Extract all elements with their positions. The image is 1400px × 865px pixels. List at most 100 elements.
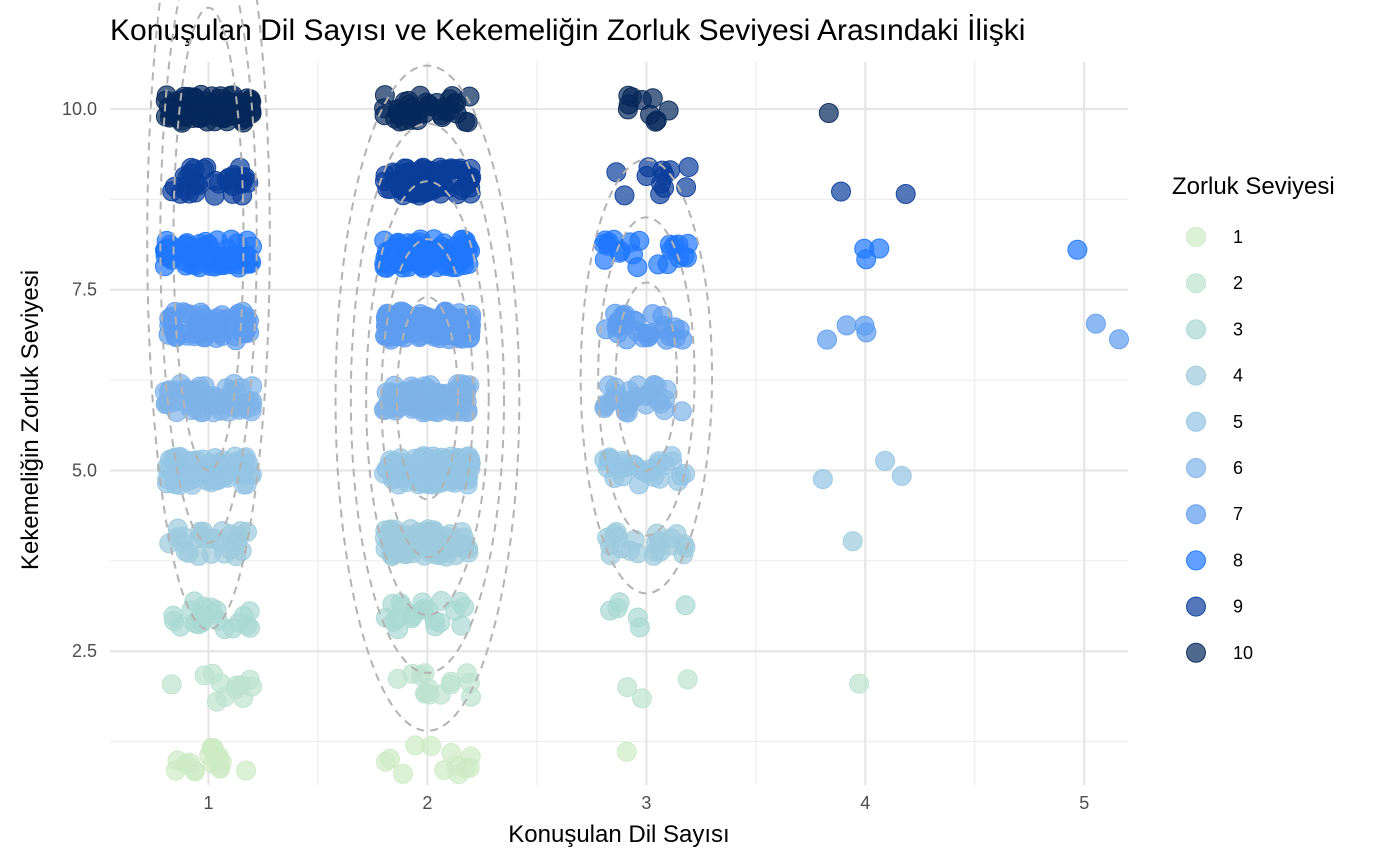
data-point (608, 458, 629, 478)
x-axis-ticks: 1 2 3 4 5 (204, 793, 1090, 813)
data-point (221, 229, 242, 250)
density-contour (579, 158, 714, 595)
data-point (660, 160, 681, 181)
data-point (614, 185, 635, 206)
data-point (836, 315, 857, 336)
data-point (638, 157, 659, 178)
y-tick-label: 5.0 (72, 460, 97, 480)
density-contour (334, 64, 521, 732)
data-point (439, 329, 459, 350)
density-contours (146, 0, 714, 732)
data-point (677, 669, 698, 690)
data-point (1085, 313, 1106, 334)
data-point (678, 157, 699, 178)
data-points (154, 84, 1129, 784)
data-point (627, 257, 648, 278)
legend: Zorluk Seviyesi 1 2 3 4 5 6 7 8 9 10 (1172, 173, 1335, 663)
data-point (222, 318, 243, 339)
data-point (190, 380, 211, 401)
data-point (184, 159, 205, 179)
legend-label: 4 (1233, 366, 1243, 386)
data-point (206, 691, 227, 712)
data-point (842, 531, 863, 552)
legend-title: Zorluk Seviyesi (1172, 173, 1335, 200)
data-point (441, 159, 462, 180)
data-point (207, 610, 228, 631)
legend-label: 9 (1233, 597, 1243, 617)
data-point (596, 394, 617, 415)
x-tick-label: 3 (641, 793, 651, 813)
legend-label: 2 (1233, 273, 1243, 293)
y-axis-title: Kekemeliğin Zorluk Seviyesi (17, 270, 44, 570)
legend-label: 3 (1233, 319, 1243, 339)
data-point (650, 184, 671, 205)
data-point (229, 92, 249, 113)
data-point (180, 321, 201, 342)
data-point (671, 401, 692, 422)
data-point (849, 673, 870, 694)
data-point (450, 392, 471, 413)
x-axis-title: Konuşulan Dil Sayısı (508, 821, 729, 848)
data-point (444, 472, 465, 493)
data-point (163, 605, 184, 626)
data-point (227, 391, 248, 412)
data-point (185, 255, 206, 276)
data-point (206, 314, 227, 335)
data-point (198, 464, 219, 485)
data-point (675, 463, 696, 484)
data-point (427, 240, 448, 261)
data-point (392, 318, 413, 339)
data-point (236, 760, 257, 781)
data-point (380, 748, 400, 769)
data-point (812, 469, 833, 490)
data-point (231, 461, 252, 482)
data-point (831, 181, 851, 202)
data-point (407, 238, 428, 259)
y-tick-label: 10.0 (62, 99, 97, 119)
data-point (374, 85, 395, 106)
data-point (393, 468, 414, 489)
data-point (203, 402, 224, 423)
density-contour (349, 122, 506, 674)
legend-key (1186, 319, 1206, 340)
data-point (446, 103, 467, 124)
density-contour (365, 180, 490, 617)
data-point (658, 100, 679, 121)
data-point (632, 688, 652, 709)
data-point (170, 183, 191, 204)
legend-label: 8 (1233, 550, 1243, 570)
data-point (459, 757, 480, 778)
data-point (618, 94, 639, 115)
legend-key (1186, 411, 1206, 432)
data-point (415, 683, 435, 704)
data-point (424, 520, 444, 541)
legend-label: 1 (1233, 227, 1243, 247)
data-point (394, 91, 415, 112)
y-tick-label: 2.5 (72, 641, 97, 661)
data-point (854, 315, 875, 336)
y-tick-label: 7.5 (72, 280, 97, 300)
data-point (231, 110, 252, 130)
data-point (624, 529, 645, 550)
data-point (618, 395, 639, 416)
data-point (606, 162, 627, 183)
data-point (441, 671, 462, 692)
data-point (380, 242, 401, 263)
data-point (645, 541, 666, 562)
legend-label: 10 (1233, 643, 1253, 663)
legend-key (1186, 504, 1206, 525)
data-point (402, 663, 423, 684)
y-axis-ticks: 2.5 5.0 7.5 10.0 (62, 99, 97, 661)
data-point (239, 669, 260, 690)
data-point (597, 235, 618, 256)
data-point (418, 379, 439, 400)
data-point (202, 753, 223, 774)
legend-key (1186, 227, 1206, 247)
legend-key (1186, 596, 1206, 617)
data-point (457, 663, 477, 684)
data-point (383, 611, 404, 632)
data-point (617, 677, 638, 698)
data-point (642, 88, 663, 109)
data-point (161, 674, 182, 695)
